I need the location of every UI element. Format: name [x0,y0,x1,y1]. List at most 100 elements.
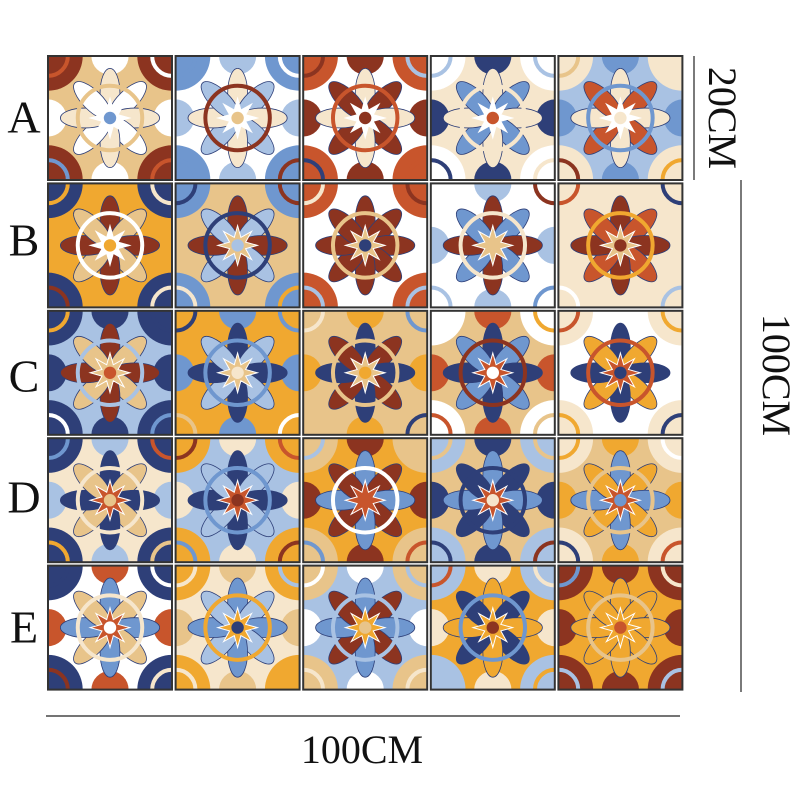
tile-border [557,564,684,691]
edge-motif [346,543,384,563]
ring [458,338,528,408]
corner-motif [303,183,338,219]
row-label: E [10,602,38,653]
ring [330,593,400,662]
corner-motif [48,654,83,690]
corner-motif [264,310,300,346]
tile [430,183,555,308]
edge-motif [48,226,67,264]
center-dot [231,366,244,379]
edge-motif [281,609,300,647]
corner-motif [392,56,428,91]
corner-motif [175,654,211,690]
tile-border [429,437,556,564]
ring [203,211,272,280]
edge-motif [219,543,257,563]
edge-motif [346,183,384,202]
row-label: B [9,215,40,266]
tile [175,183,300,308]
corner-motif [48,310,83,346]
corner-motif [303,272,338,308]
edge-motif [175,609,195,647]
edge-motif [175,99,195,137]
edge-motif [219,183,257,202]
edge-motif [663,609,683,647]
corner-motif [558,565,594,601]
corner-motif [137,145,172,180]
edge-motif [474,416,512,435]
corner-motif [430,565,466,601]
center-dot [231,111,244,125]
corner-motif [303,310,338,346]
edge-motif [346,56,384,75]
tile [48,310,172,435]
center-dot [103,621,117,634]
corner-motif [392,654,428,690]
edge-motif [601,416,639,435]
corner-motif [175,183,211,219]
edge-motif [346,416,384,435]
corner-motif [392,183,428,219]
row-label: A [7,92,40,143]
tile-border [557,309,684,436]
tile-border [47,564,173,691]
tile-grid [47,55,684,691]
ring [203,465,272,535]
ring [75,83,145,153]
corner-motif [137,565,172,601]
corner-motif [303,56,338,91]
tile-border [557,182,684,309]
edge-motif [601,56,639,75]
center-dot [486,366,499,379]
edge-motif [153,226,172,264]
edge-motif [408,354,428,392]
corner-motif [175,438,211,473]
ring [75,338,145,408]
corner-motif [48,272,83,308]
edge-motif [663,99,683,137]
corner-motif [647,310,683,346]
corner-motif [48,56,83,91]
corner-motif [520,400,555,435]
corner-motif [647,654,683,690]
edge-motif [536,226,555,264]
edge-motif [601,288,639,308]
corner-motif [558,438,594,473]
edge-motif [48,99,67,137]
ring [75,593,145,662]
tile-border [302,55,429,181]
edge-motif [303,481,322,519]
tile [175,56,300,180]
corner-motif [430,272,466,308]
corner-motif [392,400,428,435]
edge-motif [303,99,322,137]
edge-motif [430,226,450,264]
tile-border [47,182,173,309]
tile-border [174,182,301,309]
edge-motif [175,354,195,392]
edge-motif [91,288,129,308]
corner-motif [137,56,172,91]
corner-motif [430,527,466,563]
corner-motif [303,565,338,601]
edge-motif [91,161,129,180]
center-dot [359,621,372,634]
corner-motif [175,527,211,563]
edge-motif [281,354,300,392]
edge-motif [430,481,450,519]
tile-border [174,437,301,564]
edge-motif [601,438,639,457]
tile [175,565,300,690]
width-dimension-label: 100CM [301,727,423,772]
edge-motif [346,438,384,457]
ring [330,465,400,535]
corner-motif [137,527,172,563]
corner-motif [647,272,683,308]
center-dot [103,366,117,379]
tile [175,438,300,563]
corner-motif [520,654,555,690]
ring [458,465,528,535]
ring [458,593,528,662]
corner-motif [558,183,594,219]
